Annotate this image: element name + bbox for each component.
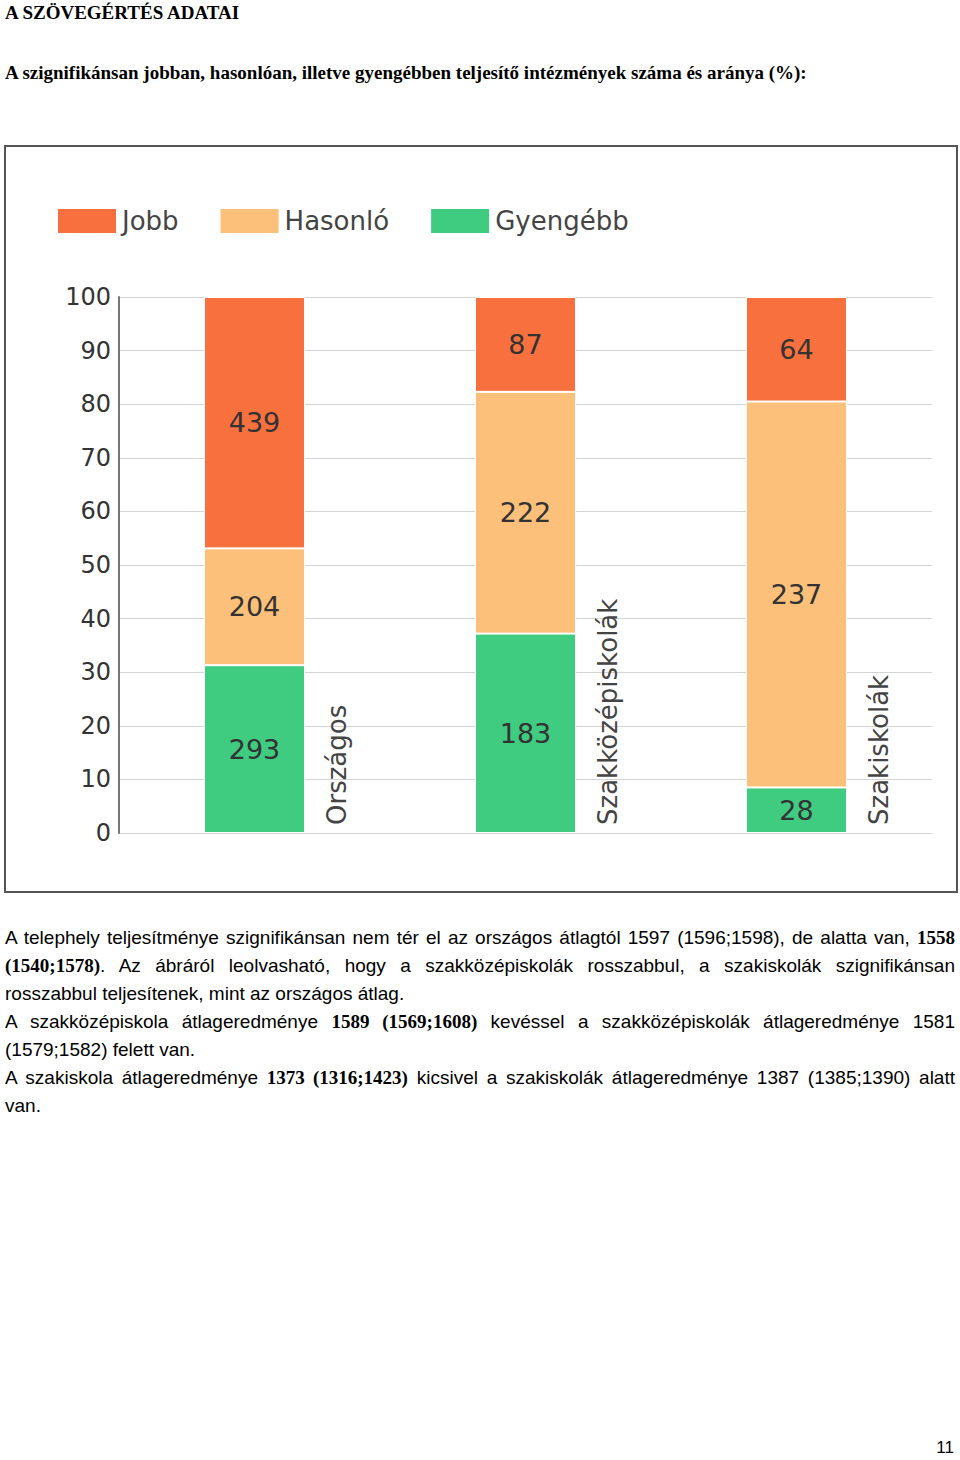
svg-text:64: 64 — [779, 334, 813, 365]
svg-text:30: 30 — [80, 658, 111, 686]
svg-text:10: 10 — [80, 765, 111, 793]
svg-text:Gyengébb: Gyengébb — [495, 206, 629, 236]
html-text:A telephely teljesítménye szig: A telephely teljesítménye szignifikánsan… — [5, 927, 955, 1004]
html-text:A szignifikánsan jobban, hason: A szignifikánsan jobban, hasonlóan, ille… — [5, 62, 807, 83]
html-text:A SZÖVEGÉRTÉS ADATAI: A SZÖVEGÉRTÉS ADATAI — [5, 2, 240, 23]
svg-text:Szakiskolák: Szakiskolák — [864, 675, 894, 825]
svg-text:100: 100 — [65, 283, 111, 311]
svg-text:Hasonló: Hasonló — [285, 206, 390, 236]
svg-text:50: 50 — [80, 551, 111, 579]
svg-text:183: 183 — [500, 718, 552, 749]
html-text:11: 11 — [936, 1438, 954, 1457]
svg-text:204: 204 — [229, 591, 281, 622]
html-text:A szakiskola átlageredménye 13: A szakiskola átlageredménye 1373 (1316;1… — [5, 1067, 955, 1116]
svg-text:60: 60 — [80, 497, 111, 525]
svg-text:20: 20 — [80, 712, 111, 740]
html-text:A szakközépiskola átlageredmén: A szakközépiskola átlageredménye 1589 (1… — [5, 1011, 955, 1060]
svg-text:70: 70 — [80, 444, 111, 472]
svg-text:90: 90 — [80, 337, 111, 365]
svg-text:Országos: Országos — [322, 705, 352, 825]
svg-text:87: 87 — [508, 329, 542, 360]
svg-text:0: 0 — [96, 819, 111, 847]
svg-text:222: 222 — [500, 497, 552, 528]
svg-text:80: 80 — [80, 390, 111, 418]
svg-text:439: 439 — [229, 407, 281, 438]
svg-text:40: 40 — [80, 605, 111, 633]
svg-text:Szakközépiskolák: Szakközépiskolák — [593, 599, 623, 825]
svg-text:28: 28 — [779, 795, 813, 826]
svg-text:293: 293 — [229, 734, 281, 765]
svg-text:237: 237 — [771, 579, 823, 610]
svg-text:Jobb: Jobb — [120, 206, 179, 236]
